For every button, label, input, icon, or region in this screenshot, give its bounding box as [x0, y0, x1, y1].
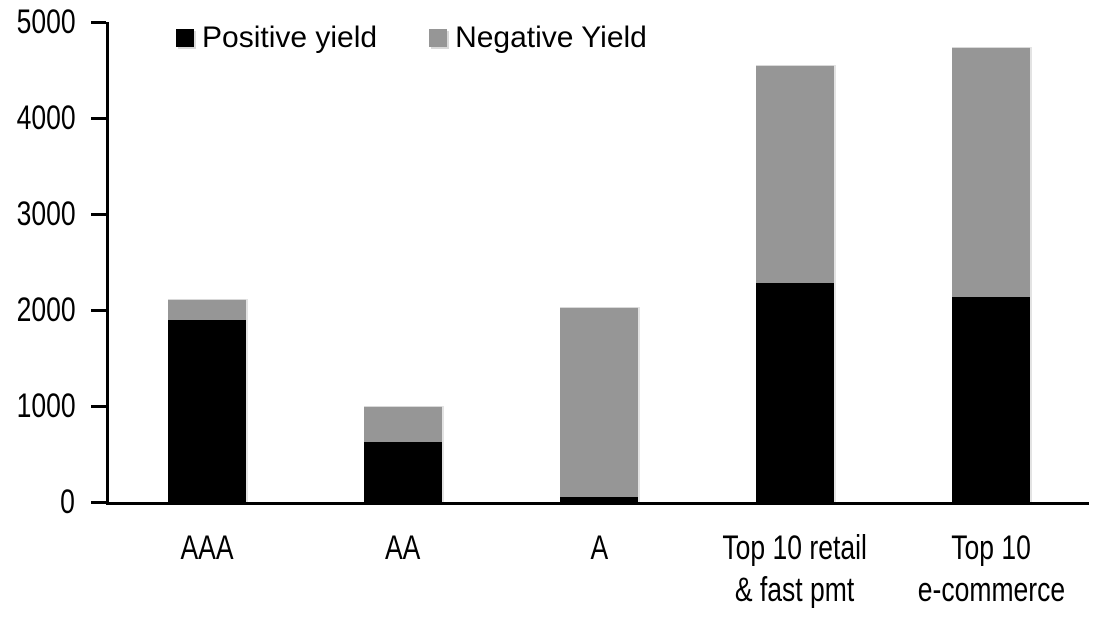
legend-swatch-positive-yield-icon — [176, 29, 194, 47]
x-category-label-text: AA — [385, 529, 421, 567]
x-category-label-text: Top 10 retail — [722, 529, 868, 567]
x-category-label-line: Top 10 — [893, 527, 1089, 569]
legend-label: Negative Yield — [455, 21, 647, 54]
x-category-label-text: e-commerce — [917, 571, 1065, 609]
y-tick-label-text: 1000 — [16, 387, 76, 425]
x-category-label-text: Top 10 — [951, 529, 1031, 567]
y-tick-label-5000: 5000 — [0, 1, 76, 43]
y-tick-label-0: 0 — [0, 481, 75, 523]
bar-segment-top-10-retail-fast-pmt-positive-yield — [756, 283, 834, 502]
plot-area — [91, 21, 1089, 505]
x-category-label-line: Top 10 retail — [697, 527, 893, 569]
y-tick-label-text: 0 — [60, 483, 75, 521]
bar-segment-aaa-negative-yield — [168, 298, 246, 320]
bar-stack-top-10-retail-fast-pmt — [756, 65, 834, 502]
bar-segment-a-negative-yield — [560, 307, 638, 498]
legend-label: Positive yield — [202, 21, 378, 54]
bar-stack-aa — [364, 406, 442, 502]
x-category-label-a: A — [501, 527, 697, 569]
y-tick-label-2000: 2000 — [0, 289, 76, 331]
y-axis-tick-2000 — [91, 309, 106, 312]
x-category-label-top-10-retail-fast-pmt: Top 10 retail & fast pmt — [697, 527, 893, 611]
y-tick-label-text: 5000 — [16, 3, 76, 41]
y-axis-tick-0 — [91, 501, 106, 504]
x-axis-category-labels: AAA AA A Top 10 retail & fast pmt Top 10 e-com… — [109, 527, 1089, 617]
bar-segment-top-10-retail-fast-pmt-negative-yield — [756, 65, 834, 284]
y-tick-label-1000: 1000 — [0, 385, 76, 427]
bar-segment-top-10-e-commerce-negative-yield — [952, 46, 1030, 297]
y-tick-label-text: 2000 — [16, 291, 76, 329]
y-tick-label-4000: 4000 — [0, 97, 76, 139]
x-category-label-aaa: AAA — [109, 527, 305, 569]
x-category-label-text: AAA — [180, 529, 234, 567]
y-axis-tick-3000 — [91, 213, 106, 216]
bar-stack-aaa — [168, 298, 246, 502]
bar-segment-aa-positive-yield — [364, 442, 442, 502]
y-tick-label-3000: 3000 — [0, 193, 76, 235]
legend-swatch-negative-yield-icon — [429, 29, 448, 47]
y-axis-tick-5000 — [91, 21, 106, 24]
legend-item-positive-yield: Positive yield — [176, 17, 377, 59]
x-category-label-line: e-commerce — [893, 569, 1089, 611]
x-category-label-line: & fast pmt — [697, 569, 893, 611]
x-category-label-aa: AA — [305, 527, 501, 569]
legend-item-negative-yield: Negative Yield — [429, 17, 647, 59]
bar-segment-top-10-e-commerce-positive-yield — [952, 296, 1030, 502]
y-axis-tick-4000 — [91, 117, 106, 120]
bar-segment-aa-negative-yield — [364, 406, 442, 443]
bar-segment-a-positive-yield — [560, 497, 638, 502]
x-category-label-line: AA — [305, 527, 501, 569]
x-category-label-line: A — [501, 527, 697, 569]
y-tick-label-text: 3000 — [16, 195, 76, 233]
chart-legend: Positive yield Negative Yield — [176, 17, 647, 59]
bar-stack-top-10-e-commerce — [952, 46, 1030, 502]
x-category-label-text: A — [590, 529, 608, 567]
x-category-label-text: & fast pmt — [735, 571, 855, 609]
y-tick-label-text: 4000 — [16, 99, 76, 137]
bar-segment-aaa-positive-yield — [168, 319, 246, 502]
y-axis-tick-1000 — [91, 405, 106, 408]
x-category-label-line: AAA — [109, 527, 305, 569]
bar-stack-a — [560, 307, 638, 502]
x-category-label-top-10-e-commerce: Top 10 e-commerce — [893, 527, 1089, 611]
